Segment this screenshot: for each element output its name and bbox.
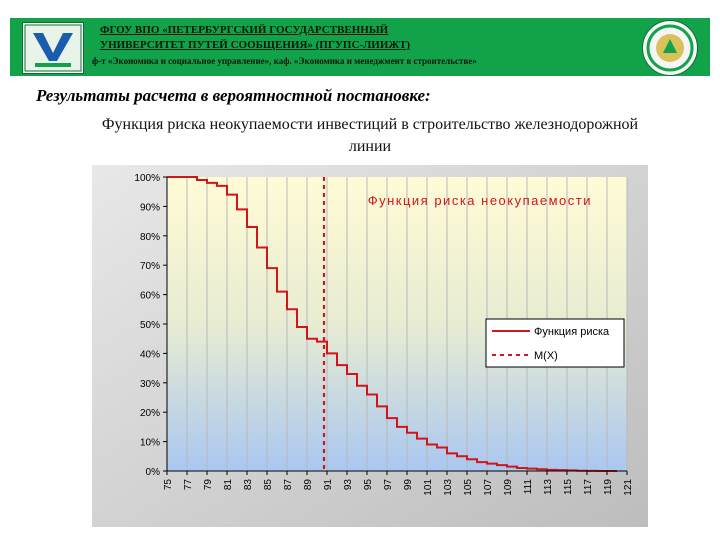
x-tick-label: 81 xyxy=(223,479,234,491)
banner-line-2: УНИВЕРСИТЕТ ПУТЕЙ СООБЩЕНИЯ» (ПГУПС-ЛИИЖ… xyxy=(100,39,411,51)
x-tick-label: 89 xyxy=(303,479,314,491)
y-tick-label: 60% xyxy=(140,291,160,302)
y-tick-label: 10% xyxy=(140,438,160,449)
x-tick-label: 75 xyxy=(163,479,174,491)
x-tick-label: 99 xyxy=(403,479,414,491)
risk-chart: 75 77 79 81 83 85 87 89 91 93 95 97 99 101 103 105 107 10… xyxy=(92,165,648,527)
x-tick-label: 101 xyxy=(423,479,434,496)
x-tick-label: 105 xyxy=(463,479,474,496)
y-tick-label: 90% xyxy=(140,202,160,213)
university-emblem-icon xyxy=(22,22,84,74)
x-tick-label: 77 xyxy=(183,479,194,491)
x-tick-label: 115 xyxy=(563,479,574,495)
banner-line-1: ФГОУ ВПО «ПЕТЕРБУРГСКИЙ ГОСУДАРСТВЕННЫЙ xyxy=(100,24,389,36)
x-tick-label: 103 xyxy=(443,479,454,496)
page-heading: Результаты расчета в вероятностной поста… xyxy=(36,86,431,105)
chart-title: Функция риска неокупаемости xyxy=(368,193,592,208)
x-tick-label: 117 xyxy=(583,479,594,495)
x-tick-label: 93 xyxy=(343,479,354,491)
x-tick-label: 91 xyxy=(323,479,334,491)
x-tick-label: 87 xyxy=(283,479,294,491)
x-tick-label: 119 xyxy=(603,479,614,495)
x-tick-label: 121 xyxy=(623,479,634,496)
x-tick-label: 109 xyxy=(503,479,514,496)
x-tick-label: 113 xyxy=(543,479,554,495)
x-tick-label: 97 xyxy=(383,479,394,491)
risk-function-line xyxy=(167,176,617,472)
x-tick-label: 111 xyxy=(523,479,534,495)
y-tick-label: 80% xyxy=(140,232,160,243)
x-tick-label: 79 xyxy=(203,479,214,491)
banner-line-3: ф-т «Экономика и социальное управление»,… xyxy=(92,56,477,66)
y-tick-label: 50% xyxy=(140,320,160,331)
y-tick-label: 30% xyxy=(140,379,160,390)
x-tick-label: 95 xyxy=(363,479,374,491)
anniversary-seal-icon xyxy=(642,20,698,76)
y-tick-label: 20% xyxy=(140,408,160,419)
legend-label-mx: M(X) xyxy=(534,350,558,362)
chart-legend: Функция риска M(X) xyxy=(485,318,625,368)
legend-label-risk: Функция риска xyxy=(534,326,610,338)
x-tick-label: 107 xyxy=(483,479,494,496)
x-tick-label: 85 xyxy=(263,479,274,491)
y-tick-label: 70% xyxy=(140,261,160,272)
y-tick-label: 0% xyxy=(146,467,161,478)
header-banner: ФГОУ ВПО «ПЕТЕРБУРГСКИЙ ГОСУДАРСТВЕННЫЙ … xyxy=(10,18,710,76)
chart-container: 75 77 79 81 83 85 87 89 91 93 95 97 99 101 103 105 107 10… xyxy=(92,165,648,532)
y-tick-label: 100% xyxy=(134,173,160,184)
chart-caption: Функция риска неокупаемости инвестиций в… xyxy=(101,116,639,155)
y-tick-label: 40% xyxy=(140,349,160,360)
x-tick-label: 83 xyxy=(243,479,254,491)
